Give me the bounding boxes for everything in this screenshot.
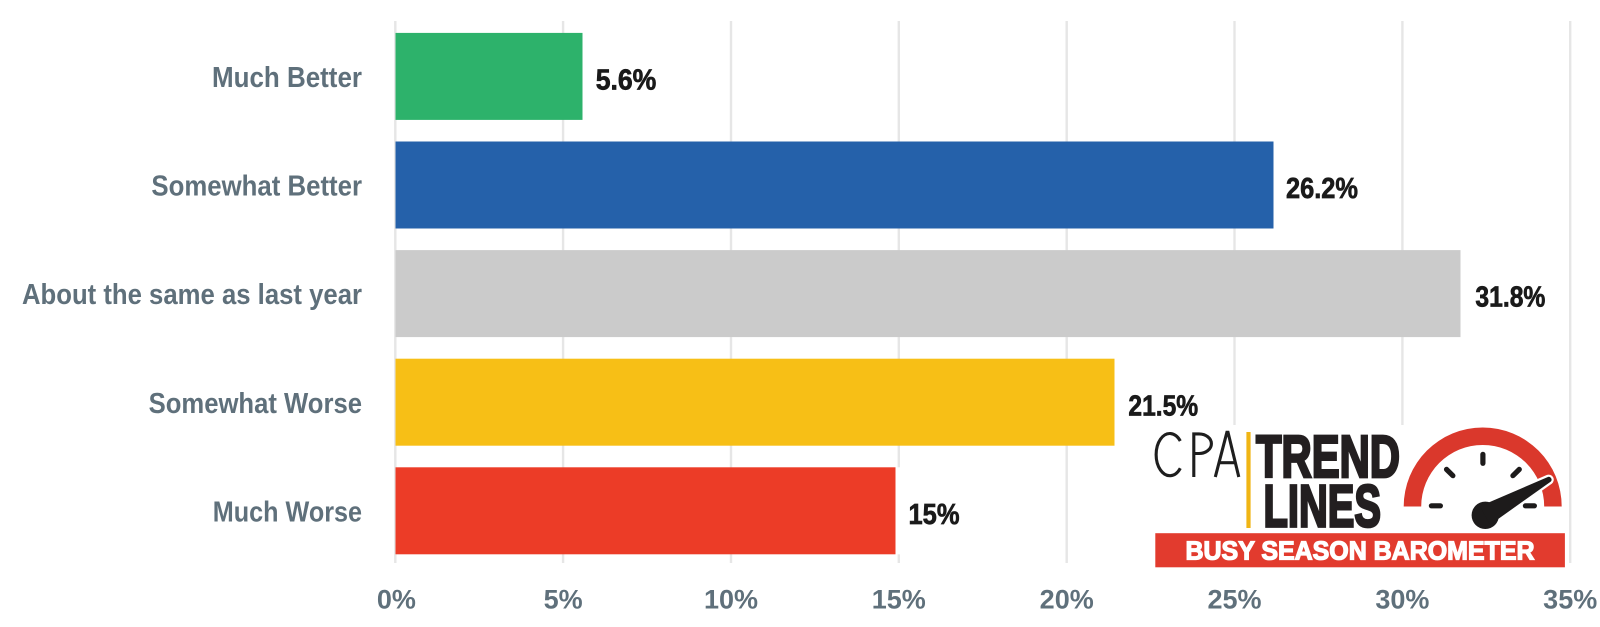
svg-text:10%: 10%	[704, 585, 758, 615]
svg-text:35%: 35%	[1543, 585, 1597, 615]
svg-text:Much Worse: Much Worse	[213, 496, 362, 528]
svg-text:TREND: TREND	[1256, 424, 1400, 490]
svg-text:21.5%: 21.5%	[1128, 390, 1198, 422]
svg-text:15%: 15%	[909, 499, 960, 531]
svg-text:5%: 5%	[544, 585, 583, 615]
svg-text:Somewhat Better: Somewhat Better	[151, 171, 362, 203]
svg-text:LINES: LINES	[1264, 474, 1382, 540]
svg-text:BUSY SEASON BAROMETER: BUSY SEASON BAROMETER	[1186, 536, 1535, 566]
svg-text:26.2%: 26.2%	[1286, 173, 1358, 205]
svg-text:30%: 30%	[1375, 585, 1429, 615]
svg-text:15%: 15%	[872, 585, 926, 615]
svg-text:31.8%: 31.8%	[1475, 282, 1545, 314]
svg-text:20%: 20%	[1040, 585, 1094, 615]
svg-text:5.6%: 5.6%	[596, 65, 657, 97]
svg-text:Much Better: Much Better	[212, 62, 362, 94]
svg-text:About the same as last year: About the same as last year	[22, 279, 362, 311]
svg-text:Somewhat Worse: Somewhat Worse	[149, 388, 362, 420]
svg-text:0%: 0%	[377, 585, 416, 615]
svg-text:25%: 25%	[1207, 585, 1261, 615]
